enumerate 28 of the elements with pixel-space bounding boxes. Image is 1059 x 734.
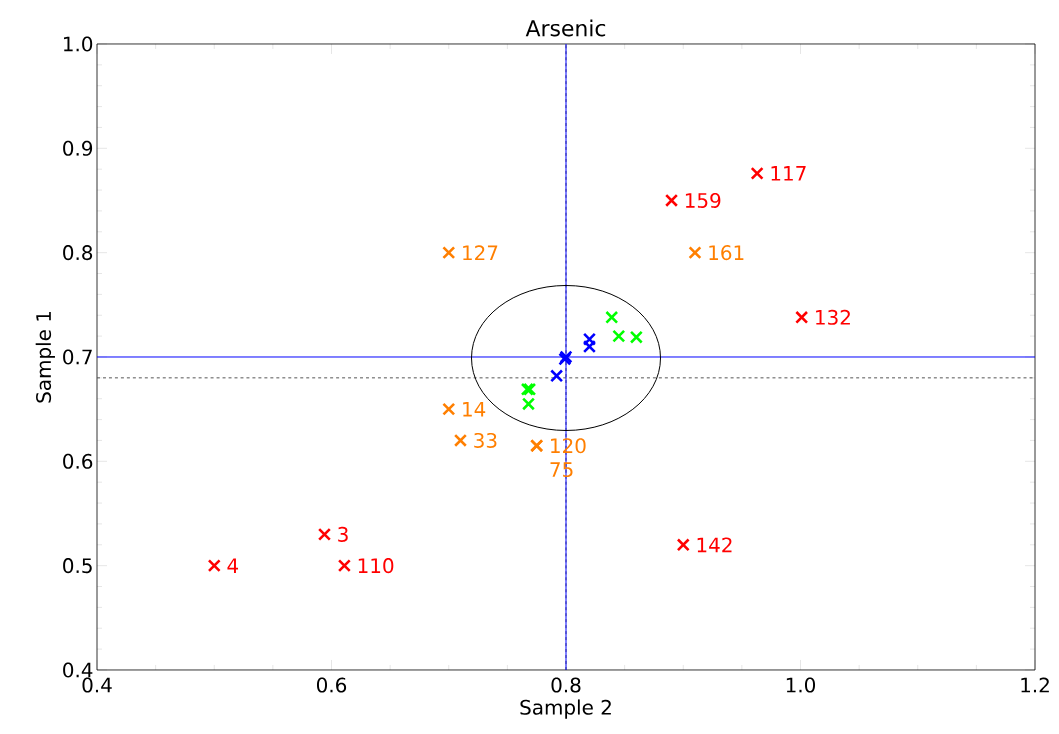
annotation: 110	[358, 558, 394, 574]
y-tick-label: 1.0	[63, 36, 93, 52]
x-tick-label: 0.6	[316, 677, 347, 693]
x-axis-title: Sample 2	[520, 699, 611, 719]
x-tick-label: 1.0	[786, 677, 816, 693]
y-tick-label: 0.7	[63, 349, 92, 365]
y-tick-label: 0.6	[63, 453, 93, 469]
x-tick-label: 1.2	[1021, 677, 1049, 693]
y-tick-label: 0.9	[63, 140, 93, 156]
annotation: 4	[227, 558, 239, 573]
chart-title: Arsenic	[525, 19, 606, 37]
annotation: 159	[685, 192, 721, 209]
y-tick-label: 0.5	[63, 558, 92, 574]
x-tick-label: 0.8	[551, 677, 581, 693]
annotation: 127	[463, 245, 498, 261]
annotation: 33	[474, 432, 497, 448]
annotation: 161	[709, 245, 744, 261]
y-tick-label: 0.8	[63, 245, 93, 261]
annotation: 120	[551, 438, 586, 454]
annotation: 75	[550, 462, 573, 478]
x-tick-label: 0.4	[82, 677, 112, 693]
annotation: 142	[697, 537, 732, 553]
annotation: 3	[338, 526, 348, 542]
annotation: 132	[816, 309, 850, 325]
y-tick-label: 0.4	[63, 662, 93, 678]
annotation: 117	[771, 166, 806, 181]
annotation: 14	[463, 401, 486, 417]
y-axis-title: Sample 1	[35, 311, 55, 403]
